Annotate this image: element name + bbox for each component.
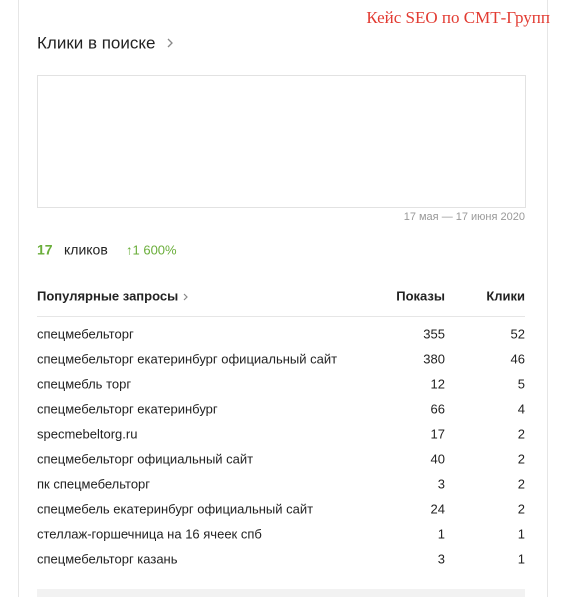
clicks: 1 [518,526,525,541]
date-range: 17 мая — 17 июня 2020 [404,211,525,223]
query: спецмебельторг екатеринбург официальный … [37,351,337,366]
clicks: 4 [518,401,525,416]
shows: 355 [423,326,445,341]
header-shows: Показы [396,288,445,303]
shows: 24 [431,501,445,516]
clicks: 46 [511,351,525,366]
widget-title[interactable]: Клики в поиске [37,33,155,52]
chart-frame [37,75,526,208]
clicks: 2 [518,426,525,441]
query: спецмебель екатеринбург официальный сайт [37,501,313,516]
query: стеллаж-горшечница на 16 ячеек спб [37,526,262,541]
summary-count: 17 [37,242,53,258]
shows: 12 [431,376,445,391]
query: спецмебельторг [37,326,134,341]
shows: 66 [431,401,445,416]
watermark: Кейс SEO по СМТ-Групп [366,8,550,27]
chevron [183,293,188,301]
header-clicks: Клики [486,288,525,303]
query: specmebeltorg.ru [37,426,137,441]
chevron [167,38,173,48]
summary-change: ↑1 600% [126,242,177,257]
query: спецмебельторг официальный сайт [37,451,253,466]
clicks: 2 [518,501,525,516]
clicks: 52 [511,326,525,341]
clicks: 5 [518,376,525,391]
summary-unit: кликов [64,242,108,258]
shows: 1 [438,526,445,541]
clicks: 1 [518,551,525,566]
shows: 380 [423,351,445,366]
query: спецмебельторг казань [37,551,178,566]
table-title[interactable]: Популярные запросы [37,288,178,303]
footer-bar [37,589,525,597]
shows: 3 [438,551,445,566]
query: спецмебль торг [37,376,131,391]
shows: 40 [431,451,445,466]
query: пк спецмебельторг [37,476,150,491]
shows: 17 [431,426,445,441]
clicks: 2 [518,451,525,466]
clicks: 2 [518,476,525,491]
shows: 3 [438,476,445,491]
query: спецмебельторг екатеринбург [37,401,218,416]
